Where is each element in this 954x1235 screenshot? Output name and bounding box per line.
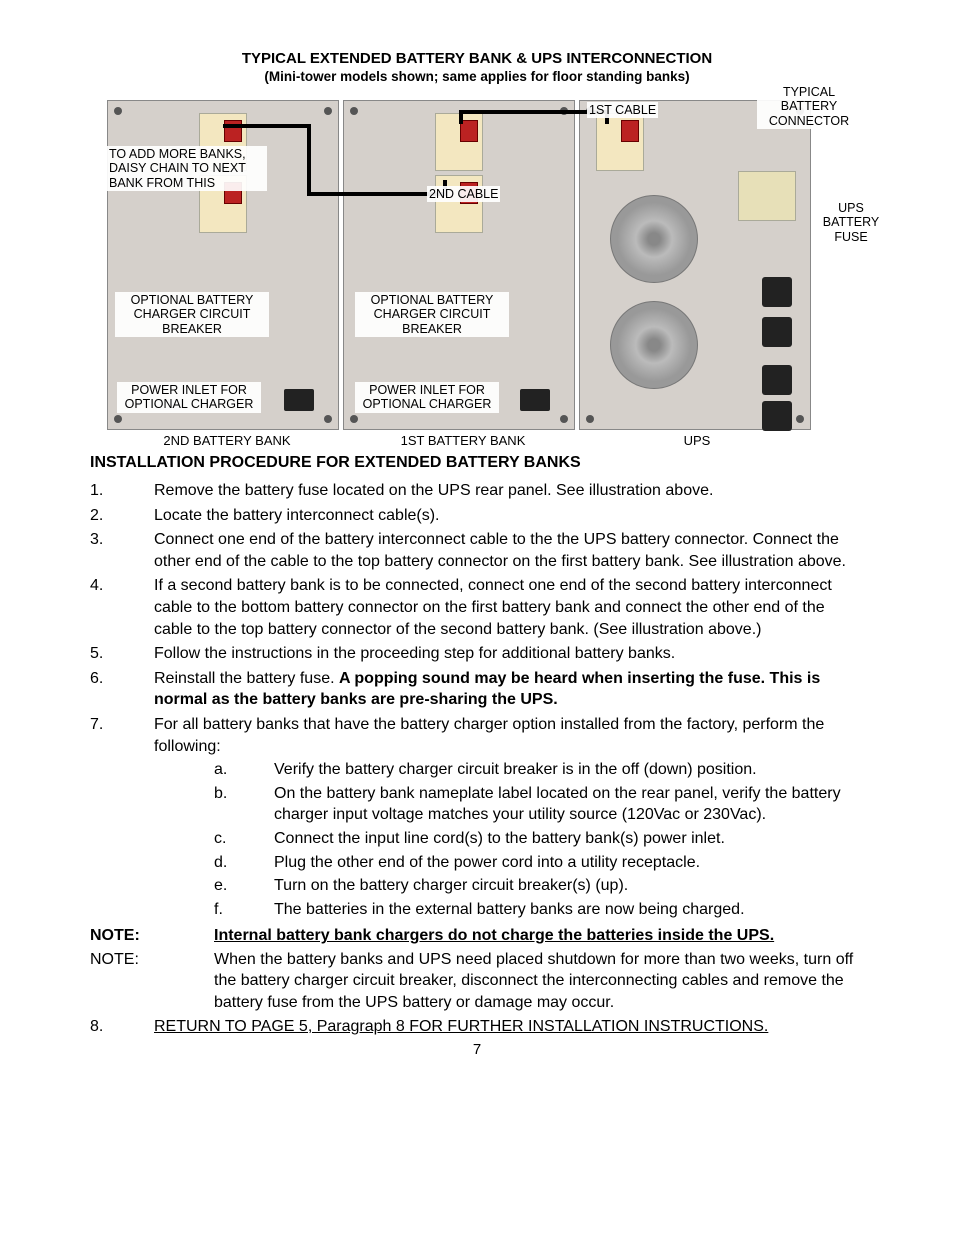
first-cable xyxy=(459,110,463,124)
label-2nd-battery-bank: 2ND BATTERY BANK xyxy=(147,433,307,448)
page-number: 7 xyxy=(90,1041,864,1058)
note-2: NOTE: When the battery banks and UPS nee… xyxy=(90,949,864,1014)
step-7d: d.Plug the other end of the power cord i… xyxy=(154,852,864,874)
outlet-icon xyxy=(762,365,792,395)
step-2: 2.Locate the battery interconnect cable(… xyxy=(90,505,864,527)
outlet-icon xyxy=(762,277,792,307)
outlet-icon xyxy=(762,317,792,347)
section-heading: INSTALLATION PROCEDURE FOR EXTENDED BATT… xyxy=(90,454,864,472)
step-7a: a.Verify the battery charger circuit bre… xyxy=(154,759,864,781)
cooling-fan-icon xyxy=(610,195,698,283)
callout-typical-battery-connector: TYPICAL BATTERY CONNECTOR xyxy=(757,84,861,129)
cooling-fan-icon xyxy=(610,301,698,389)
ups-battery-fuse xyxy=(738,171,796,221)
step-3: 3.Connect one end of the battery interco… xyxy=(90,529,864,572)
callout-second-cable: 2ND CABLE xyxy=(427,186,500,202)
step-7b: b.On the battery bank nameplate label lo… xyxy=(154,783,864,826)
first-battery-bank-unit xyxy=(343,100,575,430)
ups-unit xyxy=(579,100,811,430)
callout-add-more-banks: TO ADD MORE BANKS, DAISY CHAIN TO NEXT B… xyxy=(107,146,267,191)
step-6: 6.Reinstall the battery fuse. A popping … xyxy=(90,668,864,711)
step-5: 5.Follow the instructions in the proceed… xyxy=(90,643,864,665)
callout-first-cable: 1ST CABLE xyxy=(587,102,658,118)
outlet-icon xyxy=(762,401,792,431)
callout-power-inlet-2nd: POWER INLET FOR OPTIONAL CHARGER xyxy=(117,382,261,413)
step-7f: f.The batteries in the external battery … xyxy=(154,899,864,921)
step-7: 7. For all battery banks that have the b… xyxy=(90,714,864,922)
power-inlet xyxy=(520,389,550,411)
second-cable xyxy=(307,192,447,196)
figure-title: TYPICAL EXTENDED BATTERY BANK & UPS INTE… xyxy=(90,50,864,67)
callout-ups-battery-fuse: UPS BATTERY FUSE xyxy=(813,200,889,245)
note-1: NOTE: Internal battery bank chargers do … xyxy=(90,925,864,947)
second-cable xyxy=(307,124,311,196)
interconnection-diagram: 1ST CABLE 2ND CABLE TYPICAL BATTERY CONN… xyxy=(107,90,847,440)
ups-battery-connector xyxy=(596,113,644,171)
step-7c: c.Connect the input line cord(s) to the … xyxy=(154,828,864,850)
installation-steps-list: 1.Remove the battery fuse located on the… xyxy=(90,480,864,922)
step-8: 8.RETURN TO PAGE 5, Paragraph 8 FOR FURT… xyxy=(90,1016,864,1038)
callout-optional-breaker-1st: OPTIONAL BATTERY CHARGER CIRCUIT BREAKER xyxy=(355,292,509,337)
second-cable xyxy=(223,124,311,128)
callout-optional-breaker-2nd: OPTIONAL BATTERY CHARGER CIRCUIT BREAKER xyxy=(115,292,269,337)
step-4: 4.If a second battery bank is to be conn… xyxy=(90,575,864,640)
step-7e: e.Turn on the battery charger circuit br… xyxy=(154,875,864,897)
callout-power-inlet-1st: POWER INLET FOR OPTIONAL CHARGER xyxy=(355,382,499,413)
label-1st-battery-bank: 1ST BATTERY BANK xyxy=(383,433,543,448)
figure-subtitle: (Mini-tower models shown; same applies f… xyxy=(90,69,864,84)
step-7-substeps: a.Verify the battery charger circuit bre… xyxy=(154,759,864,920)
installation-steps-list-cont: 8.RETURN TO PAGE 5, Paragraph 8 FOR FURT… xyxy=(90,1016,864,1038)
step-1: 1.Remove the battery fuse located on the… xyxy=(90,480,864,502)
power-inlet xyxy=(284,389,314,411)
label-ups: UPS xyxy=(667,433,727,448)
